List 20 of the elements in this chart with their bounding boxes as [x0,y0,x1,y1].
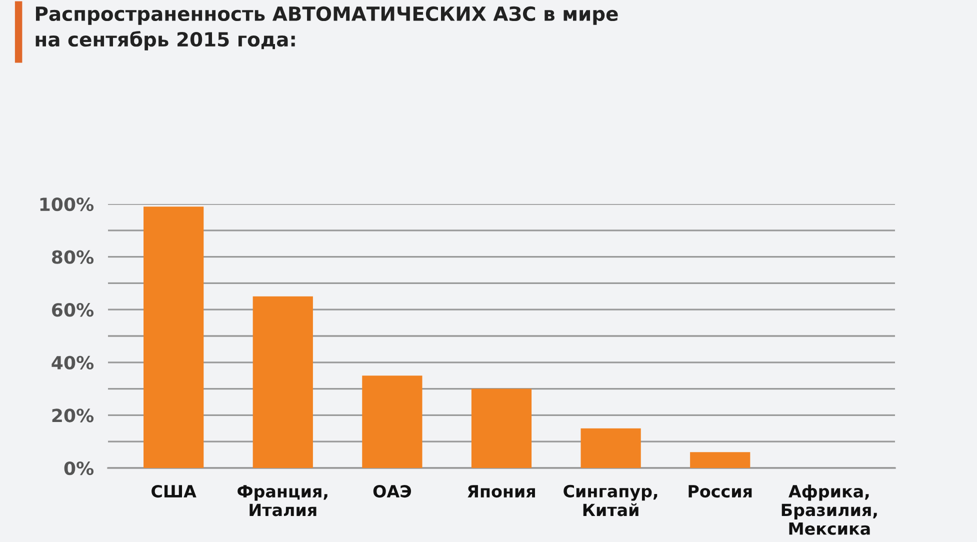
y-tick-label: 60% [52,303,94,317]
y-tick-label: 100% [40,197,94,212]
x-tick-label: США [152,484,196,498]
chart-title: Распространенность АВТОМАТИЧЕСКИХ АЗС в мире на сентябрь 2015 года: [36,6,618,50]
x-tick-label: Африка, Бразилия, Мексика [782,484,877,535]
y-tick-label: 0% [64,461,94,476]
bar [252,296,313,468]
x-tick-label: ОАЭ [373,484,412,498]
x-tick-label: Сингапур, Китай [564,484,658,516]
bar [471,388,532,468]
y-tick-label: 20% [52,408,94,422]
y-tick-label: 80% [52,250,94,264]
x-tick-label: Франция, Италия [238,485,328,516]
x-tick-label: Япония [468,485,535,498]
bar [580,428,641,468]
y-tick-label: 40% [52,356,94,370]
x-tick-label: Россия [688,485,752,498]
bar [144,206,204,468]
bar [690,452,750,468]
bar [362,376,422,468]
